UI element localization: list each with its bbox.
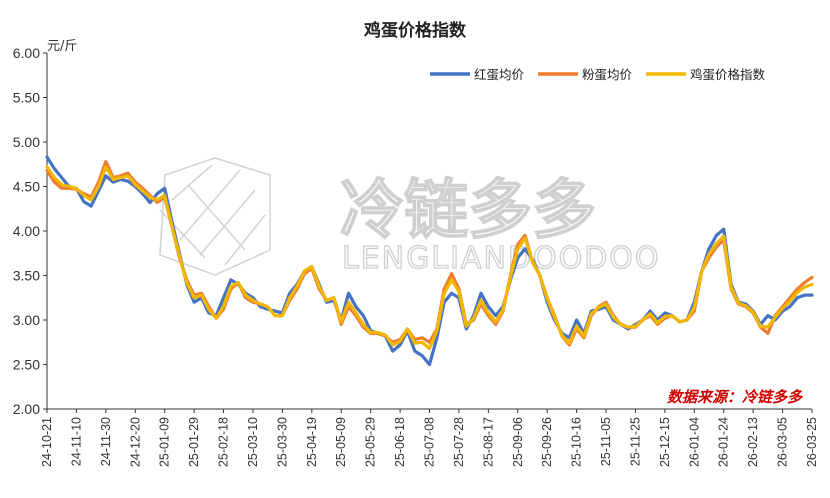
- x-tick-label: 24-11-30: [99, 417, 113, 466]
- x-tick-label: 26-01-24: [717, 417, 731, 467]
- watermark-en-text: LENGLIANDOODOO: [342, 241, 661, 276]
- y-tick-label: 5.50: [13, 90, 40, 106]
- x-tick-label: 24-12-20: [128, 417, 142, 467]
- x-tick-label: 25-05-29: [364, 417, 378, 467]
- y-tick-label: 3.00: [13, 312, 40, 328]
- x-tick-label: 25-08-17: [481, 417, 495, 467]
- x-tick-label: 25-03-30: [275, 417, 289, 467]
- x-tick-label: 25-06-18: [393, 417, 407, 467]
- y-tick-label: 5.00: [13, 134, 40, 150]
- x-tick-label: 26-03-05: [776, 417, 790, 467]
- x-tick-label: 24-10-21: [40, 417, 54, 467]
- watermark-logo-icon: [159, 157, 271, 276]
- x-tick-label: 25-02-18: [217, 417, 231, 467]
- legend-item: 鸡蛋价格指数: [646, 67, 766, 82]
- x-tick-label: 25-04-19: [305, 417, 319, 467]
- x-tick-label: 25-10-16: [570, 417, 584, 467]
- series-lines: [45, 155, 814, 367]
- x-tick-label: 25-11-25: [628, 417, 642, 466]
- x-tick-label: 25-07-28: [452, 417, 466, 467]
- y-tick-label: 4.50: [13, 179, 40, 195]
- x-ticks: 24-10-21 24-11-10 24-11-30 24-12-20 25-01-09…: [40, 409, 819, 467]
- x-tick-label: 25-01-29: [187, 417, 201, 467]
- y-tick-label: 2.50: [13, 357, 40, 373]
- legend-label: 粉蛋均价: [582, 67, 633, 82]
- x-tick-label: 25-03-10: [246, 417, 260, 467]
- y-tick-label: 6.00: [13, 45, 40, 61]
- x-tick-label: 25-09-06: [511, 417, 525, 467]
- x-tick-label: 26-01-04: [687, 417, 701, 467]
- legend-item: 粉蛋均价: [538, 67, 633, 82]
- x-tick-label: 25-12-15: [658, 417, 672, 467]
- y-tick-label: 2.00: [13, 401, 40, 417]
- x-tick-label: 25-05-09: [334, 417, 348, 467]
- y-tick-label: 3.50: [13, 268, 40, 284]
- legend: 红蛋均价 粉蛋均价 鸡蛋价格指数: [430, 67, 766, 82]
- x-tick-label: 24-11-10: [69, 417, 83, 466]
- legend-label: 鸡蛋价格指数: [690, 67, 766, 82]
- legend-item: 红蛋均价: [430, 67, 525, 82]
- y-unit-label: 元/斤: [47, 39, 77, 54]
- data-source-label: 数据来源：冷链多多: [667, 388, 803, 406]
- legend-label: 红蛋均价: [474, 67, 525, 82]
- y-ticks: 2.00 2.50 3.00 3.50 4.00 4.50 5.00 5.50 6.00: [13, 45, 47, 417]
- series-line-2: [45, 165, 814, 351]
- chart-title: 鸡蛋价格指数: [363, 20, 467, 41]
- x-tick-label: 25-07-08: [423, 417, 437, 467]
- x-tick-label: 25-09-26: [540, 417, 554, 467]
- x-tick-label: 26-03-25: [805, 417, 819, 467]
- watermark-cn-text: 冷链多多: [340, 174, 596, 248]
- x-tick-label: 26-02-13: [746, 417, 760, 467]
- x-tick-label: 25-11-05: [599, 417, 613, 466]
- x-tick-label: 25-01-09: [158, 417, 172, 467]
- watermark: 冷链多多 LENGLIANDOODOO: [159, 157, 661, 277]
- y-tick-label: 4.00: [13, 223, 40, 239]
